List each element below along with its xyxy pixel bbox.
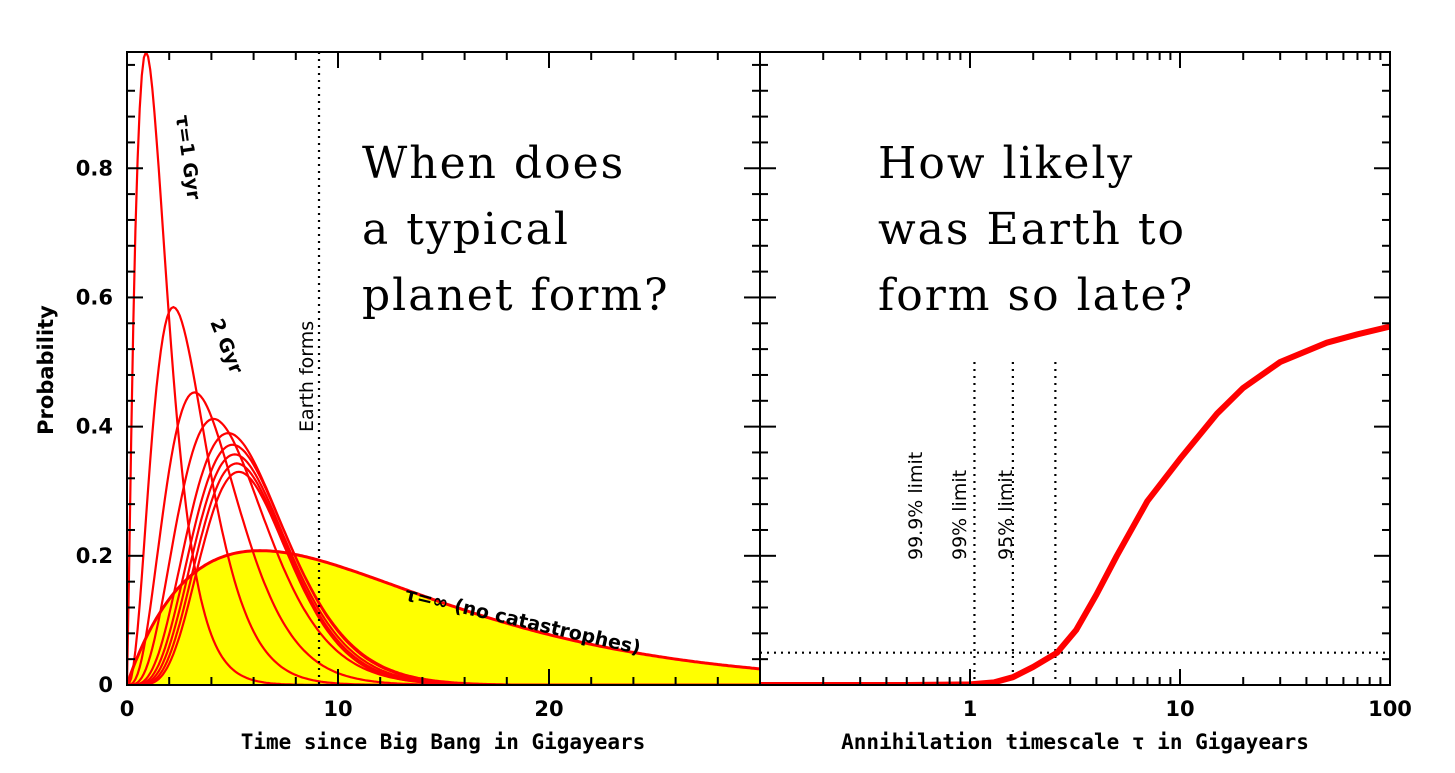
right-x-tick-label: 100 xyxy=(1368,697,1412,721)
left-fill-area xyxy=(127,550,760,685)
right-x-tick-label: 1 xyxy=(963,697,978,721)
left-title-line-2: a typical xyxy=(362,204,570,255)
left-x-tick-label: 10 xyxy=(323,697,352,721)
y-tick-label: 0.4 xyxy=(76,415,113,439)
left-title-line-1: When does xyxy=(362,138,625,189)
y-axis-label: Probability xyxy=(34,305,58,435)
probability-curve xyxy=(760,323,1390,685)
left-x-axis-label: Time since Big Bang in Gigayears xyxy=(241,730,646,754)
right-curve xyxy=(760,323,1390,685)
left-x-tick-label: 20 xyxy=(534,697,563,721)
limit-99-label: 99% limit xyxy=(949,470,971,560)
right-title-line-3: form so late? xyxy=(878,270,1194,321)
axis-ticks xyxy=(126,52,1390,686)
infinity-fill xyxy=(127,550,760,685)
axis-tick-labels: 0 10 20 0 0.2 0.4 0.6 0.8 1 10 100 xyxy=(76,156,1412,721)
curve-infinity xyxy=(127,549,760,685)
tau2-label: 2 Gyr xyxy=(205,316,247,378)
right-title-line-2: was Earth to xyxy=(878,204,1186,255)
right-x-tick-label: 10 xyxy=(1165,697,1194,721)
limit-95-label: 95% limit xyxy=(995,470,1017,560)
y-tick-label: 0 xyxy=(98,673,113,697)
earth-forms-label: Earth forms xyxy=(296,321,318,432)
y-tick-label: 0.2 xyxy=(76,544,113,568)
right-x-axis-label: Annihilation timescale τ in Gigayears xyxy=(841,730,1309,754)
y-tick-label: 0.8 xyxy=(76,156,113,180)
curve-tau-2 xyxy=(127,305,760,685)
y-tick-label: 0.6 xyxy=(76,285,113,309)
right-title-line-1: How likely xyxy=(878,138,1134,189)
curve-tau-9 xyxy=(127,470,760,685)
curve-tau-1 xyxy=(127,52,760,685)
tau1-label: τ=1 Gyr xyxy=(171,114,205,202)
limit-99-9-label: 99.9% limit xyxy=(905,452,927,560)
left-x-tick-label: 0 xyxy=(120,697,135,721)
left-title-line-3: planet form? xyxy=(362,270,670,321)
right-dashed-lines xyxy=(760,362,1390,685)
right-frame xyxy=(759,51,1391,686)
